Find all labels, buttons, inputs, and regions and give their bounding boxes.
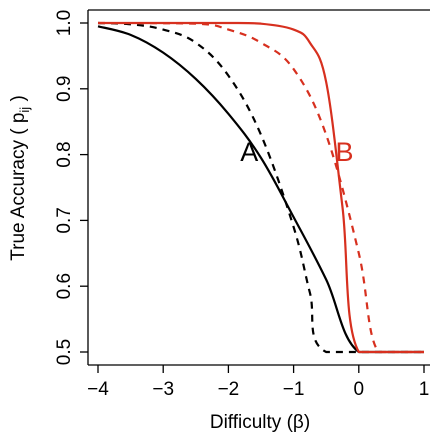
series-layer [97, 21, 424, 354]
y-axis: 0.5 0.6 0.7 0.8 0.9 1.0 [54, 10, 88, 365]
y-tick-label: 1.0 [54, 10, 75, 36]
y-tick-label: 0.7 [54, 207, 75, 233]
y-axis-title-main: True Accuracy ( p [8, 113, 29, 261]
x-tick-label: 1 [419, 379, 430, 400]
y-axis-title-close: ) [8, 95, 29, 107]
x-tick-label: −3 [152, 379, 174, 400]
x-tick-label: −4 [87, 379, 109, 400]
y-axis-title-subscript: ij [17, 107, 32, 113]
y-tick-label: 0.8 [54, 141, 75, 167]
series-b-solid-line [98, 21, 424, 354]
series-a-dashed-line [97, 21, 424, 354]
curve-label-a: A [240, 137, 258, 167]
x-axis: −4 −3 −2 −1 0 1 [87, 365, 429, 400]
x-tick-label: −1 [283, 379, 305, 400]
y-axis-title: True Accuracy ( pij ) [8, 95, 32, 261]
series-b-dashed-line [97, 21, 424, 354]
x-tick-label: −2 [218, 379, 240, 400]
x-axis-title: Difficulty (β) [210, 412, 310, 433]
y-tick-label: 0.6 [54, 273, 75, 299]
curve-label-b: B [335, 137, 353, 167]
x-tick-label: 0 [354, 379, 365, 400]
series-a-solid-line [97, 25, 424, 354]
y-tick-label: 0.9 [54, 76, 75, 102]
y-tick-label: 0.5 [54, 339, 75, 365]
